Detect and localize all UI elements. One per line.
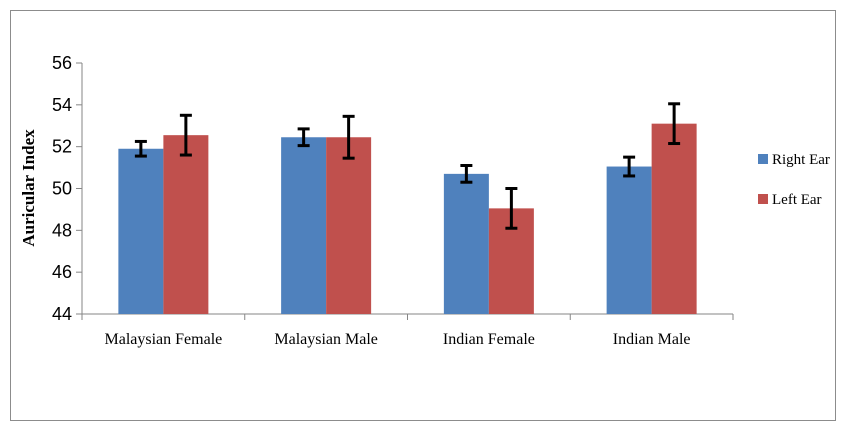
x-category-label: Malaysian Female xyxy=(105,331,223,348)
y-tick-label: 46 xyxy=(52,262,72,282)
legend-swatch xyxy=(758,154,768,164)
bar xyxy=(326,137,372,314)
x-category-label: Indian Female xyxy=(443,331,535,348)
y-tick-label: 44 xyxy=(52,304,72,324)
y-axis-title: Auricular Index xyxy=(19,129,38,247)
bars xyxy=(118,123,697,315)
bar xyxy=(281,137,327,314)
legend: Right Ear Left Ear xyxy=(758,152,830,208)
bar xyxy=(118,148,164,314)
bar xyxy=(163,135,209,314)
x-category-label: Indian Male xyxy=(613,331,691,348)
bar xyxy=(443,173,489,314)
x-category-labels: Malaysian Female Malaysian Male Indian Fem… xyxy=(105,331,691,348)
y-tick-labels: 44 46 48 50 52 54 56 xyxy=(52,53,72,324)
y-tick-label: 50 xyxy=(52,179,72,199)
y-tick-label: 56 xyxy=(52,53,72,73)
y-tick-label: 54 xyxy=(52,95,72,115)
legend-swatch xyxy=(758,194,768,204)
y-tick-label: 52 xyxy=(52,137,72,157)
y-tick-label: 48 xyxy=(52,220,72,240)
legend-label: Left Ear xyxy=(772,192,822,208)
error-bars xyxy=(134,102,681,230)
bar xyxy=(651,123,697,315)
legend-label: Right Ear xyxy=(772,152,830,168)
x-category-label: Malaysian Male xyxy=(274,331,378,348)
bar xyxy=(606,166,652,314)
